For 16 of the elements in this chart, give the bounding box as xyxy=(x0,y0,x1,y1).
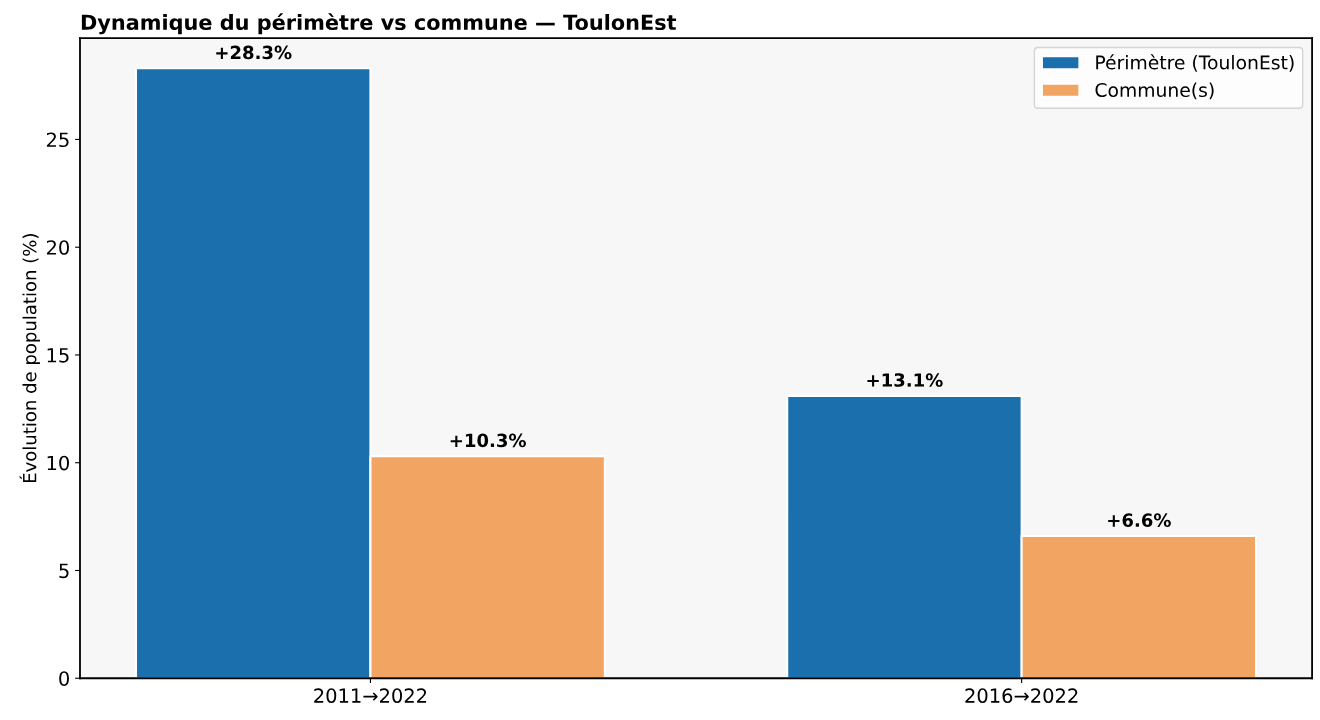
chart-title: Dynamique du périmètre vs commune — ToulonEst xyxy=(81,13,677,35)
x-tick-label: 2011→2022 xyxy=(314,688,427,704)
data-label: +13.1% xyxy=(867,373,943,387)
y-tick-label: 20 xyxy=(46,240,69,255)
legend-label: Périmètre (ToulonEst) xyxy=(1096,54,1294,72)
data-label: +10.3% xyxy=(450,433,526,448)
y-axis-title: Évolution de population (%) xyxy=(19,234,40,483)
y-tick-label: 10 xyxy=(47,455,69,471)
y-tick-label: 15 xyxy=(47,348,69,363)
data-label: +6.6% xyxy=(1108,513,1171,527)
y-tick-label: 0 xyxy=(59,671,69,686)
legend-label: Commune(s) xyxy=(1095,82,1214,100)
y-tick-label: 25 xyxy=(46,132,69,148)
x-tick-label: 2016→2022 xyxy=(965,688,1078,704)
data-label: +28.3% xyxy=(216,45,292,60)
y-tick-label: 5 xyxy=(59,563,69,579)
